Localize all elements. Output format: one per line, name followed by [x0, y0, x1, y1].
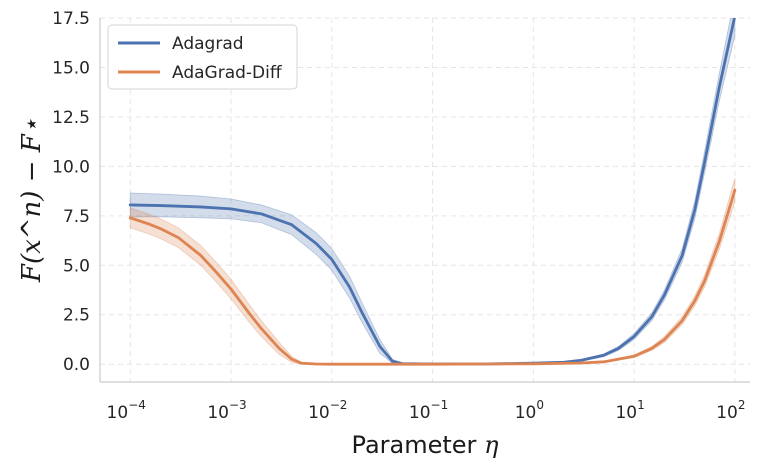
legend: Adagrad AdaGrad-Diff: [107, 24, 298, 90]
y-axis-title: F(x^n) − F⋆: [17, 118, 47, 283]
y-tick-label: 17.5: [52, 9, 90, 29]
band-adagrad: [129, 18, 736, 365]
legend-label-adagrad: Adagrad: [172, 34, 244, 54]
x-tick-label: 101: [615, 398, 644, 423]
x-tick-label: 100: [515, 398, 544, 423]
x-tick-label: 10−2: [308, 398, 347, 423]
y-tick-label: 5.0: [63, 256, 90, 276]
y-tick-labels: 0.0 2.5 5.0 7.5 10.0 12.5 15.0 17.5: [52, 9, 90, 375]
x-tick-label: 10−3: [207, 398, 246, 423]
y-tick-label: 2.5: [63, 306, 90, 326]
legend-label-adagrad-diff: AdaGrad-Diff: [172, 63, 283, 83]
x-tick-label: 102: [716, 398, 745, 423]
y-tick-label: 15.0: [52, 58, 90, 78]
y-tick-label: 12.5: [52, 108, 90, 128]
x-axis-title: Parameter η: [352, 431, 500, 459]
y-tick-label: 7.5: [63, 207, 90, 227]
line-adagrad-diff: [128, 188, 737, 366]
axes-spines: [99, 18, 750, 383]
y-tick-label: 0.0: [63, 355, 90, 375]
y-tick-label: 10.0: [52, 157, 90, 177]
series-lines: [128, 18, 737, 366]
x-tick-label: 10−4: [107, 398, 146, 423]
x-tick-label: 10−1: [409, 398, 448, 423]
band-adagrad-diff: [129, 178, 736, 365]
x-tick-labels: 10−4 10−3 10−2 10−1 100 101 102: [107, 398, 746, 423]
confidence-bands: [129, 18, 736, 365]
